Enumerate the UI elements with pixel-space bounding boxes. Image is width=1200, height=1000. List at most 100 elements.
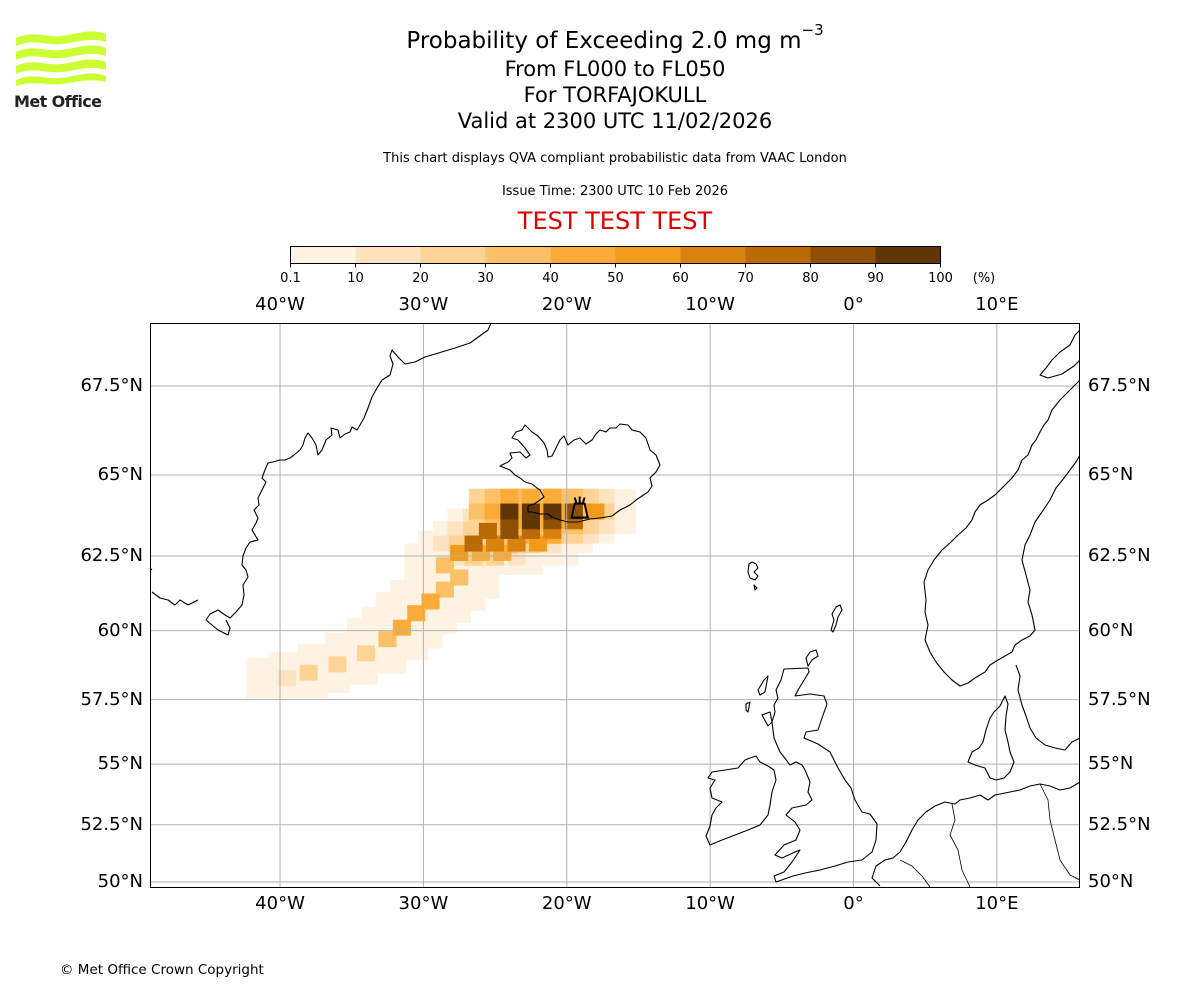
probability-cell [544,549,563,566]
probability-cell [521,488,540,505]
lat-label-left: 52.5°N [80,813,143,835]
probability-cell [359,668,378,685]
copyright-notice: © Met Office Crown Copyright [60,962,264,978]
coastline-great-britain [771,667,878,883]
probability-cell [404,568,423,585]
coastline-norway [923,329,1080,687]
lon-label-top: 30°W [398,294,449,315]
colorbar-cell [680,246,746,264]
probability-cell [435,581,454,598]
probability-cell [362,618,381,635]
probability-cell [420,568,439,585]
probability-cell [453,606,472,623]
issue-time: Issue Time: 2300 UTC 10 Feb 2026 [501,184,729,199]
lat-label-right: 55°N [1088,753,1134,775]
coastline-continent [871,781,1080,887]
met-office-logo: Met Office [14,30,109,112]
probability-cell [378,631,397,648]
probability-cell [262,657,281,674]
lon-label-top: 10°E [975,294,1019,315]
lon-label-top: 0° [843,294,864,315]
probability-cell [481,583,500,600]
coastline-iceland [499,423,661,523]
lon-label-bottom: 40°W [255,893,305,914]
data-note: This chart displays QVA compliant probab… [383,151,847,166]
lon-label-bottom: 10°E [975,893,1019,914]
probability-cell [500,488,519,505]
probability-cell [617,488,636,505]
colorbar-cell [615,246,681,264]
title-text: Probability of Exceeding 2.0 mg m [406,28,802,54]
probability-cell [424,632,443,649]
probability-cell [450,544,469,561]
colorbar-cell [290,246,356,264]
colorbar-tick-label: 50 [607,271,624,286]
probability-cell [407,605,426,622]
probability-cell [407,591,426,608]
lat-label-left: 65°N [97,464,143,486]
logo-text: Met Office [14,92,102,111]
chart-titles: Probability of Exceeding 2.0 mg m−3 From… [300,23,930,236]
colorbar-tick-label: 0.1 [280,271,301,286]
colorbar-tick-label: 30 [477,271,494,286]
probability-cell [564,488,583,505]
probability-cell [580,488,599,505]
ash-probability-field [246,488,636,699]
probability-cell [421,593,440,610]
colorbar [290,246,941,268]
colorbar-cell [485,246,551,264]
colorbar-cell [875,246,941,264]
colorbar-cell [745,246,811,264]
probability-cell [246,670,265,687]
probability-cell [464,535,483,552]
probability-cell [404,543,423,560]
volcano-name: For TORFAJOKULL [523,83,707,107]
probability-cell [392,619,411,636]
probability-cell [467,581,486,598]
probability-cell [560,549,579,566]
lat-label-left: 55°N [97,753,143,775]
probability-cell [391,591,410,608]
colorbar-tick-label: 70 [737,271,754,286]
lat-label-right: 65°N [1088,464,1134,486]
probability-cell [278,682,297,699]
probability-cell [507,549,526,566]
lat-label-left: 57.5°N [80,688,143,710]
probability-cell [293,682,312,699]
probability-cell [357,645,376,662]
probability-cell [309,682,328,699]
lat-label-right: 62.5°N [1088,545,1151,567]
lon-label-bottom: 10°W [685,893,735,914]
probability-cell [467,594,486,611]
lat-label-left: 60°N [97,619,143,641]
probability-cell [507,535,526,552]
probability-cell [262,682,281,699]
colorbar-tick-label: 40 [542,271,559,286]
probability-cell [543,488,562,505]
probability-cell [586,503,605,520]
colorbar-unit: (%) [972,271,996,286]
probability-cell [448,521,467,538]
probability-cell [388,645,407,662]
probability-cell [500,503,519,520]
lat-label-right: 67.5°N [1088,375,1151,396]
valid-time: Valid at 2300 UTC 11/02/2026 [457,109,773,133]
coastline-sweden [1015,664,1080,751]
probability-cell [388,657,407,674]
lat-label-right: 57.5°N [1088,688,1151,710]
probability-cell [424,606,443,623]
probability-cell [468,503,487,520]
colorbar-tick-label: 10 [347,271,364,286]
probability-cell [617,503,636,520]
probability-cell [484,488,503,505]
colorbar-tick-label: 90 [867,271,884,286]
coastline-hebrides [745,675,773,727]
probability-cell [375,591,394,608]
lon-label-bottom: 30°W [398,893,449,914]
colorbar-cell [550,246,616,264]
probability-cell [500,522,519,539]
probability-cell [543,503,562,520]
probability-cell [617,518,636,535]
probability-cell [331,676,350,693]
lat-label-right: 52.5°N [1088,813,1151,835]
